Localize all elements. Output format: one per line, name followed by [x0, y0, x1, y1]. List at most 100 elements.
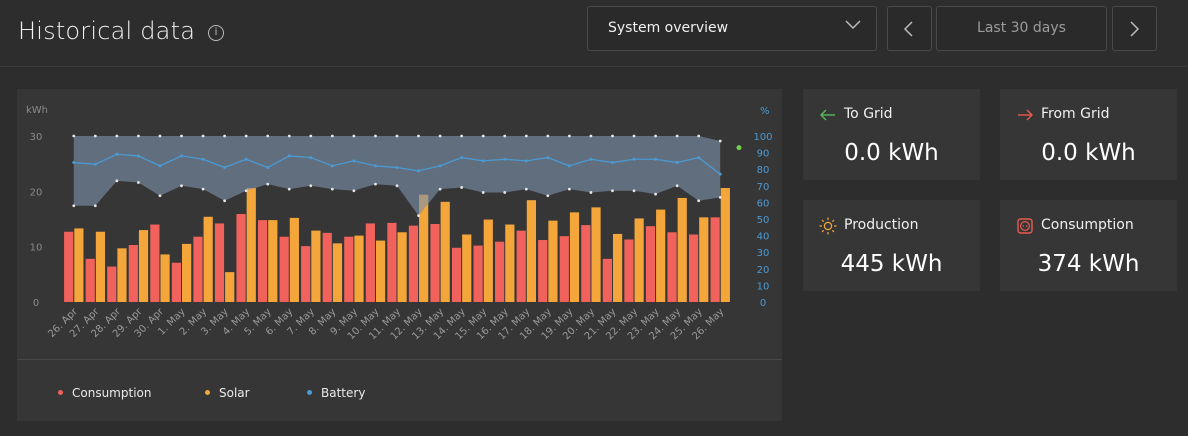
history-chart-panel: kWh% 30 20 10 0 100 90 80 70 60 50 40 30 20 10 0 26. Apr… [17, 89, 782, 421]
battery-min-point [611, 189, 614, 193]
left-tick-label: 0 [33, 298, 39, 309]
consumption-bar [107, 266, 117, 302]
battery-max-point [697, 134, 701, 138]
battery-min-point [632, 189, 636, 193]
production-value: 445 kWh [840, 251, 943, 277]
right-tick-label: 90 [757, 149, 770, 160]
right-tick-label: 80 [757, 165, 770, 176]
view-dropdown[interactable]: System overview [587, 6, 877, 51]
legend-consumption[interactable]: Consumption [58, 386, 151, 400]
solar-bar [289, 217, 299, 302]
battery-point [460, 156, 464, 160]
battery-max-point [158, 134, 162, 138]
legend-solar[interactable]: Solar [205, 386, 250, 400]
production-card: Production 445 kWh [803, 200, 980, 291]
battery-point [158, 164, 162, 168]
right-tick-label: 30 [757, 248, 770, 259]
solar-bar [526, 200, 536, 302]
solar-bar [483, 219, 493, 302]
battery-min-point [330, 187, 334, 191]
legend-battery[interactable]: Battery [307, 386, 365, 400]
battery-min-point [309, 184, 313, 188]
battery-point [223, 166, 227, 170]
battery-point [330, 164, 334, 168]
battery-min-point [223, 199, 227, 203]
solar-bar [311, 230, 321, 302]
battery-min-point [460, 186, 464, 189]
battery-max-point [287, 134, 291, 138]
consumption-bar [279, 236, 289, 302]
battery-point [481, 159, 485, 163]
battery-current-marker [736, 145, 742, 151]
battery-min-point [72, 204, 76, 208]
solar-bar [505, 224, 515, 302]
solar-bar [397, 232, 407, 302]
battery-point [373, 164, 377, 168]
battery-max-point [546, 134, 550, 138]
consumption-bar [688, 234, 699, 302]
battery-min-point [589, 191, 593, 194]
consumption-bar [581, 225, 591, 302]
battery-max-point [115, 134, 119, 138]
consumption-bar [64, 231, 74, 302]
solar-bar [375, 240, 386, 302]
solar-bar [720, 188, 730, 302]
battery-point [546, 156, 550, 160]
battery-max-point [718, 139, 722, 143]
battery-min-point [266, 182, 270, 186]
from-grid-card: From Grid 0.0 kWh [1000, 89, 1177, 180]
consumption-bar [559, 236, 569, 302]
left-axis-title: kWh [26, 105, 48, 116]
battery-point [136, 154, 140, 158]
battery-point [524, 159, 528, 163]
page-title: Historical data [18, 17, 196, 45]
solar-bar [74, 228, 84, 302]
solar-bar [569, 212, 580, 302]
battery-min-point [546, 194, 550, 198]
battery-range-band [73, 136, 721, 216]
legend-consumption-label: Consumption [72, 386, 152, 400]
consumption-bar [258, 220, 268, 302]
consumption-bar [322, 232, 332, 302]
consumption-bar [495, 241, 505, 302]
outlet-icon [1017, 218, 1033, 234]
battery-max-point [137, 134, 140, 138]
consumption-bar [193, 236, 203, 302]
battery-point [697, 156, 701, 160]
battery-point [675, 161, 679, 165]
right-tick-label: 70 [757, 182, 770, 193]
battery-min-point [438, 187, 442, 191]
battery-min-point [93, 204, 97, 208]
consumption-bar [387, 222, 397, 302]
solar-bar [160, 254, 170, 302]
consumption-bar [516, 230, 526, 302]
consumption-bar [365, 223, 375, 302]
battery-max-point [374, 134, 377, 138]
battery-max-point [481, 134, 485, 138]
left-tick-label: 30 [30, 132, 43, 143]
solar-bar [117, 248, 127, 302]
battery-min-point [287, 187, 291, 191]
consumption-bar [430, 223, 440, 302]
next-period-button[interactable] [1112, 6, 1157, 51]
previous-period-button[interactable] [887, 6, 932, 51]
battery-point [201, 157, 205, 161]
battery-point [72, 161, 76, 165]
right-tick-label: 0 [760, 298, 766, 309]
info-icon[interactable]: i [208, 25, 224, 41]
consumption-card: Consumption 374 kWh [1000, 200, 1177, 291]
battery-min-point [115, 179, 119, 183]
legend-solar-dot [205, 390, 210, 395]
battery-min-point [352, 189, 356, 193]
date-range-display: Last 30 days [936, 6, 1107, 51]
chevron-right-icon [1130, 21, 1140, 37]
battery-point [309, 156, 313, 160]
battery-max-point [438, 134, 442, 138]
consumption-bar [473, 245, 483, 302]
battery-min-point [567, 187, 571, 191]
right-tick-label: 20 [757, 265, 770, 276]
solar-bar [354, 235, 364, 302]
battery-point [287, 154, 291, 158]
right-axis-title: % [760, 106, 770, 117]
